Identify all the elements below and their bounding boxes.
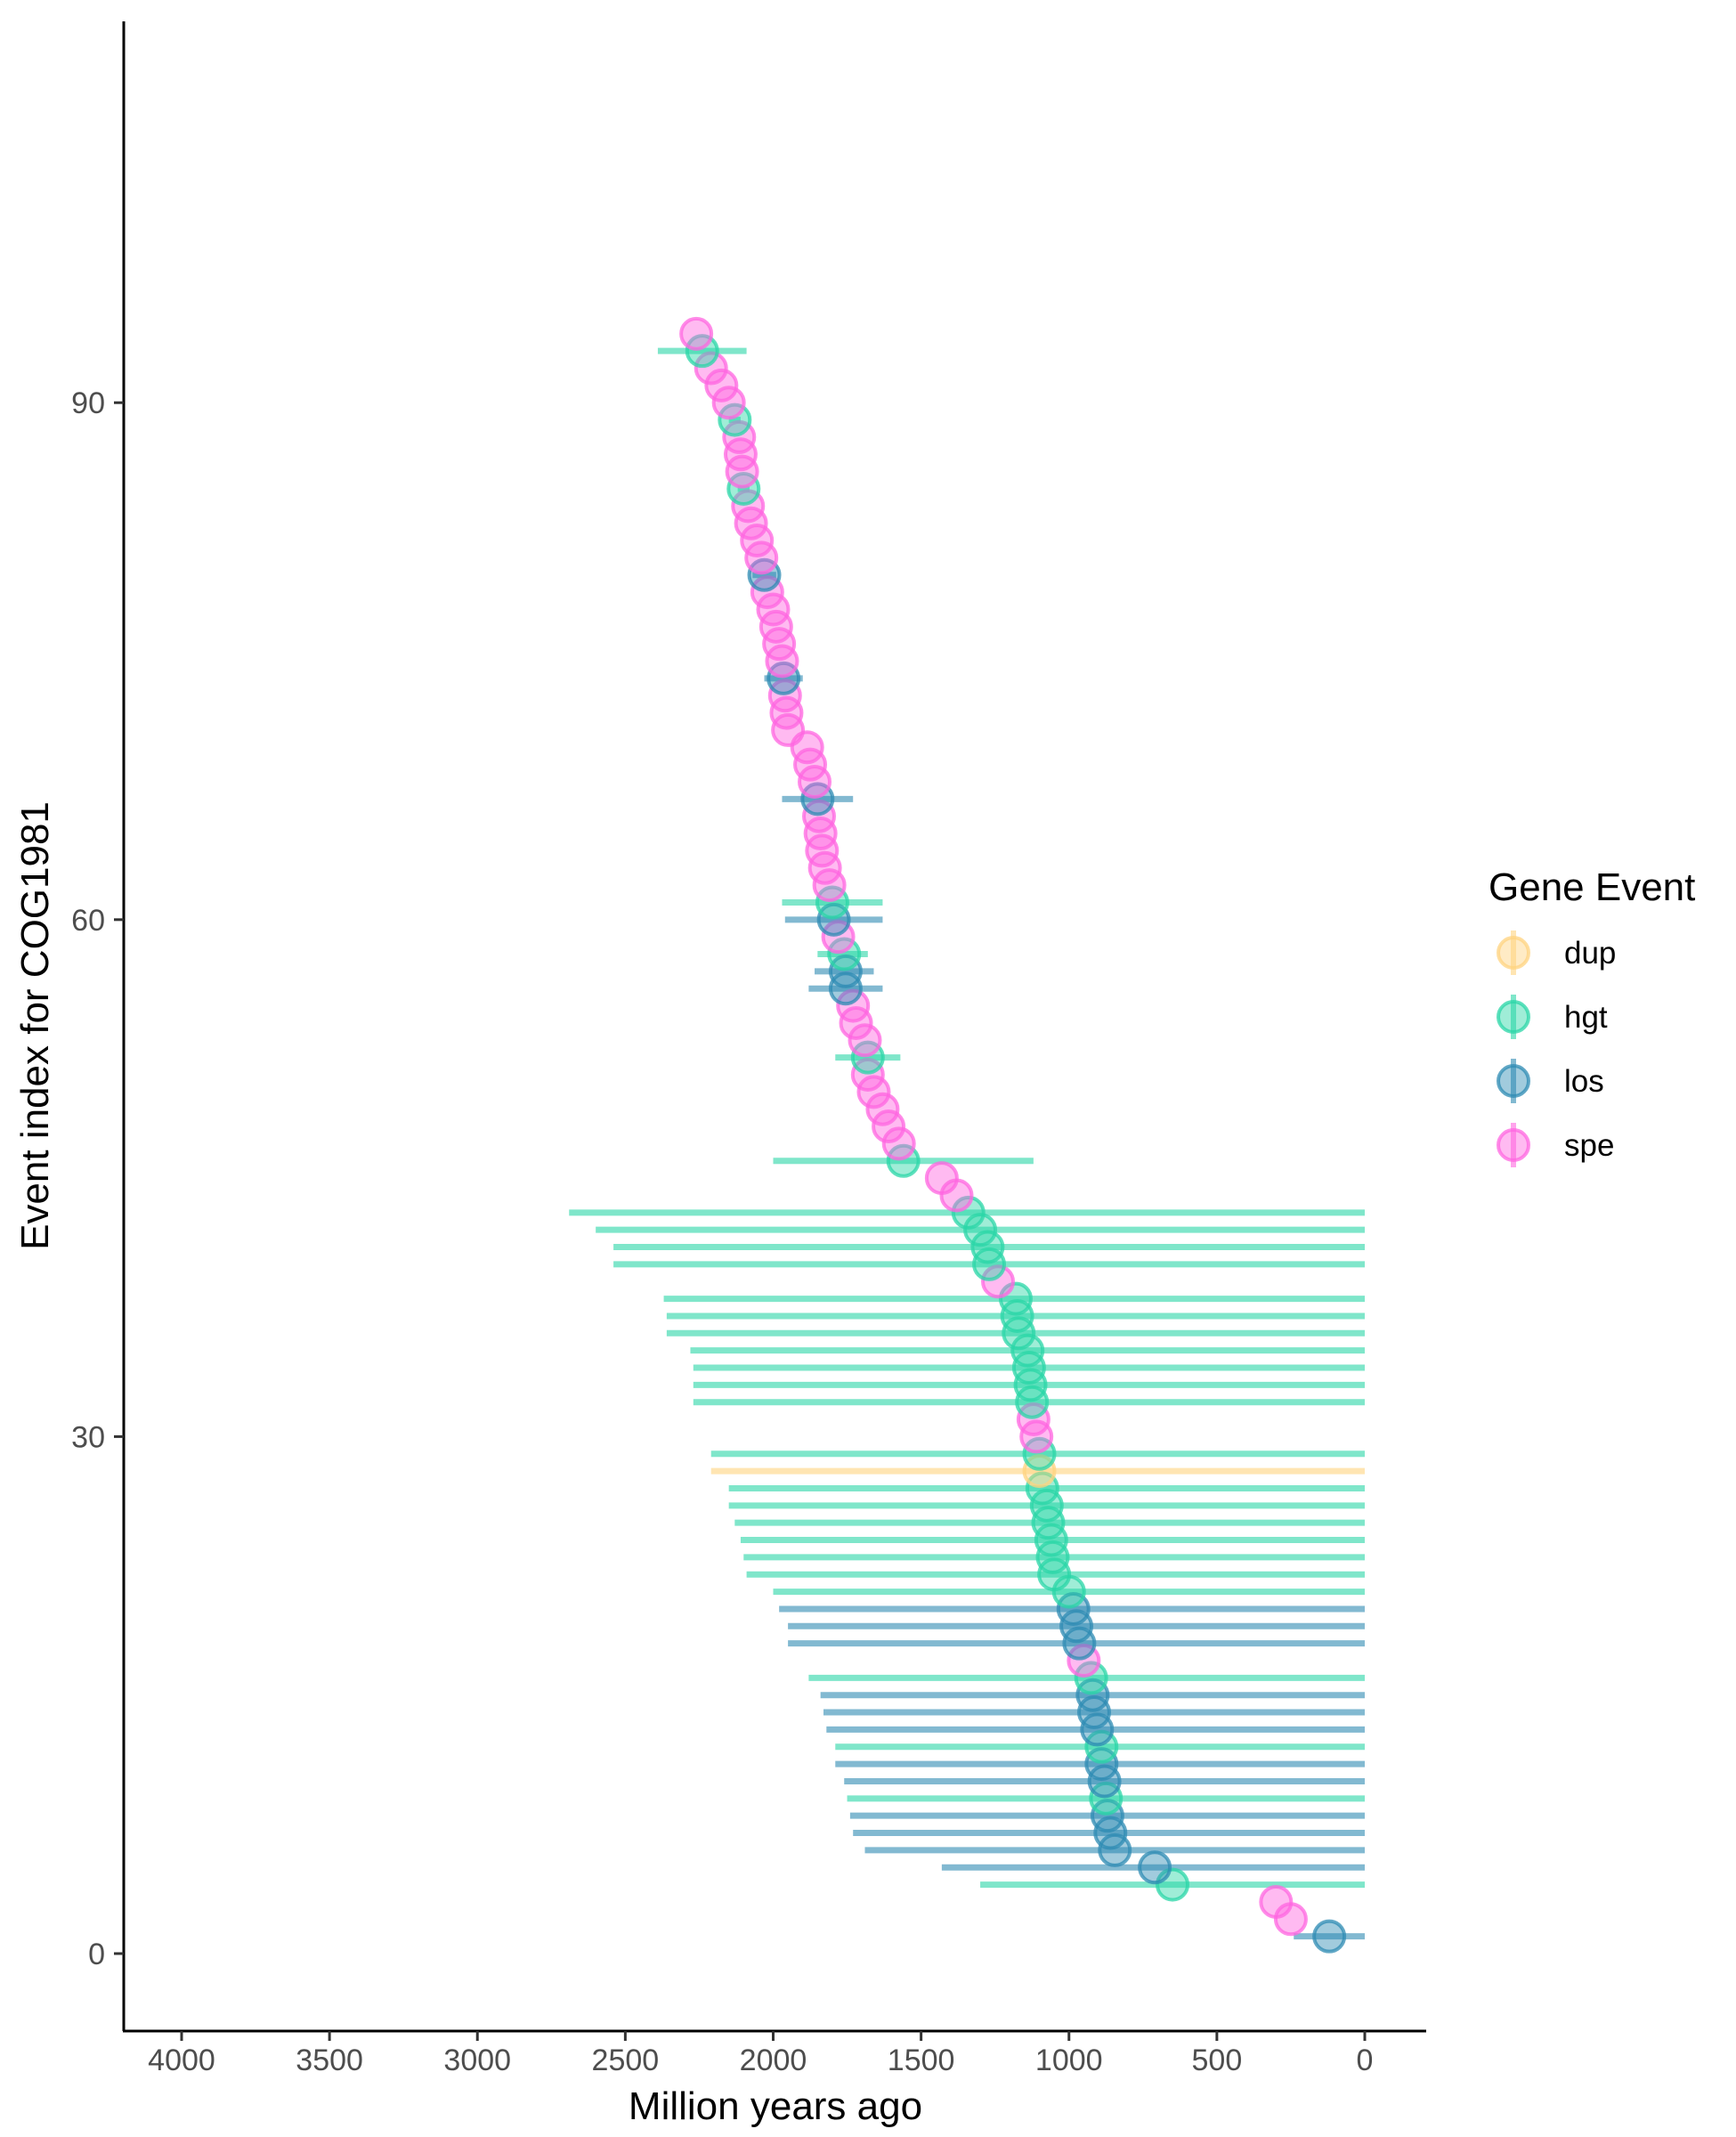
point-hgt xyxy=(1011,1350,1046,1385)
point-spe xyxy=(704,368,739,402)
x-tick-label: 1000 xyxy=(1035,2044,1103,2077)
point-hgt xyxy=(972,1247,1007,1281)
x-tick-label: 0 xyxy=(1357,2044,1374,2077)
legend-title: Gene Event xyxy=(1489,865,1695,909)
point-hgt xyxy=(726,471,761,506)
point-layer xyxy=(679,316,1347,1954)
point-hgt xyxy=(1089,1781,1124,1816)
point-los xyxy=(828,954,863,988)
point-spe xyxy=(767,678,802,713)
x-tick-label: 2500 xyxy=(592,2044,660,2077)
point-spe xyxy=(771,712,806,747)
point-hgt xyxy=(963,1213,998,1247)
legend-label-dup: dup xyxy=(1564,936,1616,971)
point-hgt xyxy=(1000,1298,1034,1333)
point-spe xyxy=(981,1264,1016,1299)
point-los xyxy=(1076,1695,1111,1730)
point-los xyxy=(816,902,851,937)
x-tick-label: 3500 xyxy=(296,2044,363,2077)
x-tick-label: 2000 xyxy=(740,2044,807,2077)
point-spe xyxy=(723,437,758,472)
point-los xyxy=(1090,1799,1124,1833)
legend-label-hgt: hgt xyxy=(1564,1000,1608,1035)
point-los xyxy=(767,661,801,695)
point-spe xyxy=(924,1161,959,1196)
tick-layer: 4000 3500 3000 2500 2000 1500 1000 500 0 0 30 60 90 xyxy=(71,386,1373,2077)
point-hgt xyxy=(1010,1333,1045,1368)
y-tick-label: 90 xyxy=(71,386,105,420)
point-spe xyxy=(725,454,759,489)
point-hgt xyxy=(1002,1316,1036,1351)
point-spe xyxy=(769,695,804,730)
point-spe xyxy=(836,988,871,1023)
point-los xyxy=(828,971,863,1006)
legend: Gene Event dup hgt los spe xyxy=(1489,865,1695,1167)
point-hgt xyxy=(1037,1557,1072,1592)
point-dup xyxy=(1022,1454,1057,1489)
point-hgt xyxy=(970,1230,1005,1264)
point-spe xyxy=(850,1057,885,1092)
point-hgt xyxy=(1013,1368,1048,1402)
point-spe xyxy=(865,1092,900,1126)
legend-label-spe: spe xyxy=(1564,1128,1614,1163)
point-spe xyxy=(711,386,746,420)
point-spe xyxy=(848,1023,882,1058)
point-hgt xyxy=(1031,1506,1066,1540)
y-tick-label: 30 xyxy=(71,1420,105,1454)
legend-key-hgt xyxy=(1497,1000,1530,1034)
x-tick-label: 1500 xyxy=(888,2044,955,2077)
y-tick-label: 0 xyxy=(88,1938,105,1971)
x-tick-label: 3000 xyxy=(443,2044,511,2077)
point-los xyxy=(1084,1747,1119,1782)
point-hgt xyxy=(951,1195,986,1230)
legend-key-los xyxy=(1497,1064,1530,1098)
legend-key-dup xyxy=(1497,936,1530,970)
point-los xyxy=(1075,1678,1110,1712)
point-hgt xyxy=(1074,1661,1108,1695)
x-tick-label: 500 xyxy=(1192,2044,1243,2077)
point-spe xyxy=(803,817,838,851)
x-tick-label: 4000 xyxy=(148,2044,215,2077)
legend-items: dup hgt los spe xyxy=(1497,930,1616,1167)
point-hgt xyxy=(1035,1540,1070,1574)
point-los xyxy=(1312,1919,1347,1954)
legend-key-spe xyxy=(1497,1128,1530,1162)
point-hgt xyxy=(1015,1385,1050,1419)
point-spe xyxy=(805,833,840,868)
error-bar-layer xyxy=(569,347,1365,1940)
point-spe xyxy=(881,1126,916,1161)
y-axis-title: Event index for COG1981 xyxy=(13,801,57,1250)
point-spe xyxy=(1016,1402,1051,1437)
point-spe xyxy=(1259,1884,1294,1919)
y-tick-label: 60 xyxy=(71,904,105,938)
point-spe xyxy=(679,316,714,351)
point-los xyxy=(1138,1850,1172,1885)
point-spe xyxy=(801,799,836,833)
legend-label-los: los xyxy=(1564,1064,1604,1099)
x-axis-title: Million years ago xyxy=(629,2084,922,2128)
point-spe xyxy=(694,351,728,386)
